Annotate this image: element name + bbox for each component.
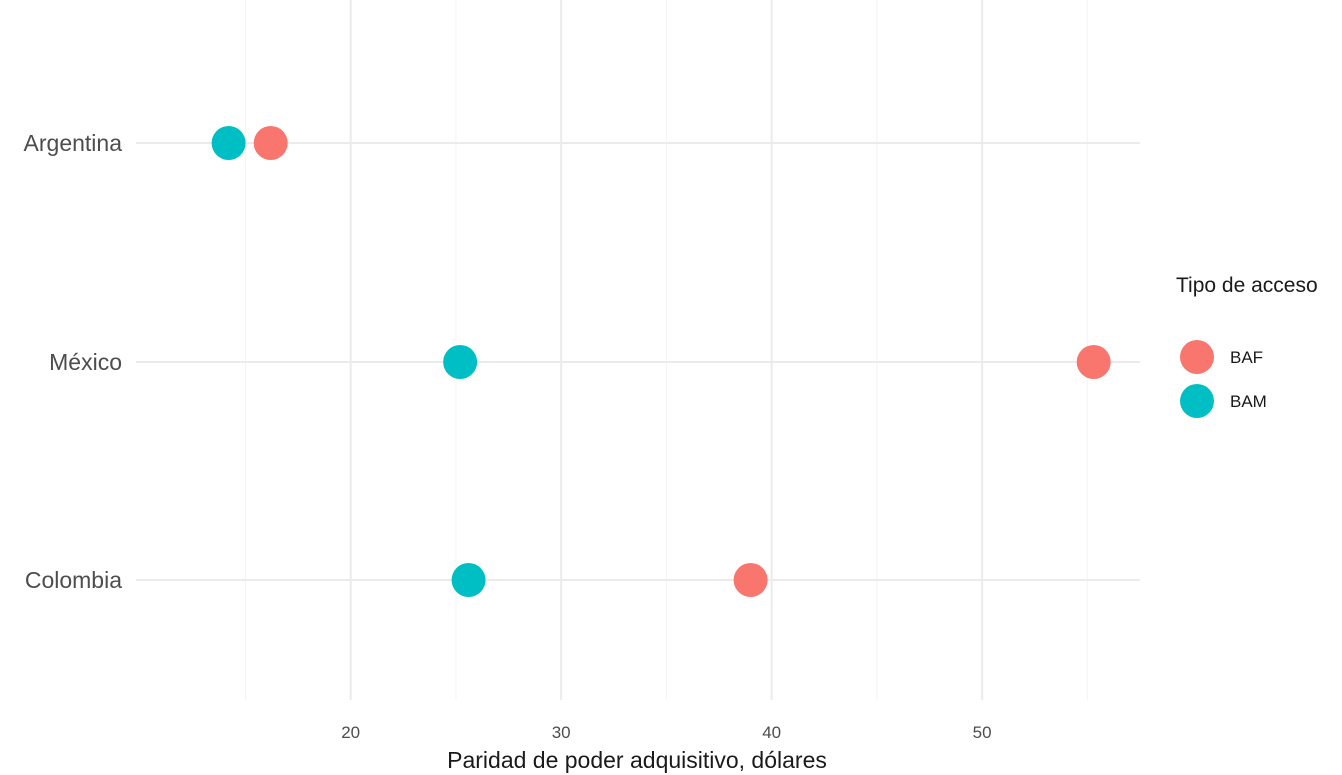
legend-label: BAF [1230,348,1263,367]
y-tick-label: Argentina [24,130,123,156]
legend-items: BAF BAM [1180,340,1267,418]
x-tick-label: 50 [973,723,992,742]
x-tick-label: 40 [762,723,781,742]
x-axis-tick-labels: 20 30 40 50 [341,723,991,742]
data-point-bam [211,126,246,160]
legend-key-baf [1180,340,1214,374]
x-tick-label: 30 [552,723,571,742]
grid-layer [136,0,1140,700]
legend-key-bam [1180,384,1214,418]
x-axis-title: Paridad de poder adquisitivo, dólares [447,747,827,773]
x-tick-label: 20 [341,723,360,742]
legend-title: Tipo de acceso [1176,274,1318,297]
y-axis-tick-labels: Argentina México Colombia [24,130,123,593]
legend-label: BAM [1230,392,1267,411]
data-point-baf [253,126,288,160]
points-layer [211,126,1111,597]
data-point-bam [451,563,486,597]
data-point-baf [733,563,768,597]
y-tick-label: México [49,349,122,375]
y-tick-label: Colombia [25,567,122,593]
data-point-baf [1076,345,1111,379]
data-point-bam [443,345,478,379]
legend: Tipo de acceso BAF BAM [1176,274,1318,418]
